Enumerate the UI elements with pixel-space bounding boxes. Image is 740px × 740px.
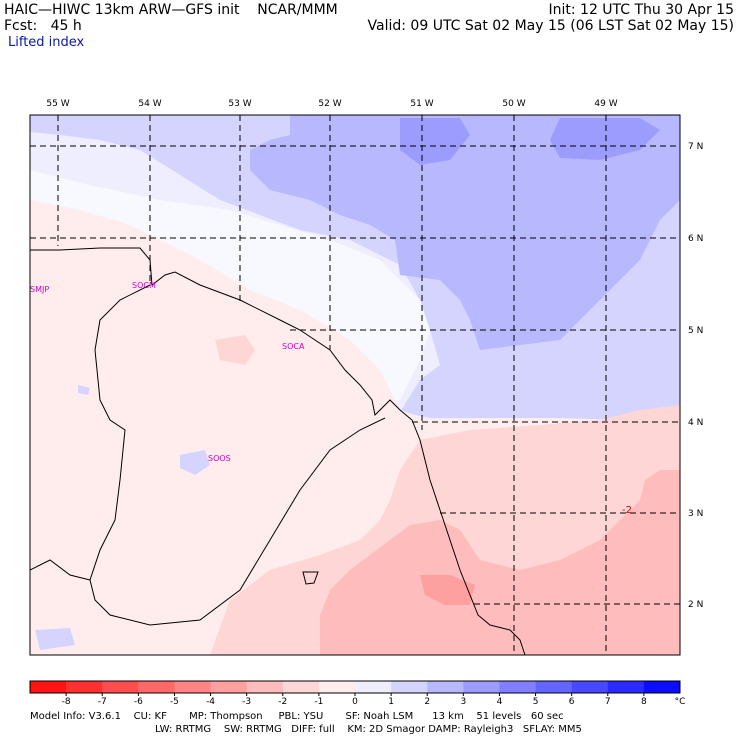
colorbar-swatch	[174, 681, 211, 693]
station-label: SOOS	[208, 454, 231, 463]
colorbar-swatch	[246, 681, 284, 693]
colorbar-tick-label: 0	[352, 697, 358, 707]
lon-label: 51 W	[410, 99, 433, 109]
field-island-2	[180, 450, 210, 475]
field-island-3	[78, 385, 90, 395]
station-label: SOCA	[282, 342, 305, 351]
lat-label: 2 N	[688, 600, 703, 610]
colorbar-tick-label: 5	[533, 697, 539, 707]
contour-island-1	[302, 571, 319, 585]
lat-label: 7 N	[688, 142, 703, 152]
colorbar-swatch	[499, 681, 536, 693]
colorbar-tick-label: 2	[424, 697, 430, 707]
lon-label: 49 W	[594, 99, 617, 109]
colorbar-tick-label: -1	[314, 697, 323, 707]
colorbar-tick-label: -5	[170, 697, 179, 707]
colorbar-tick-label: 7	[605, 697, 611, 707]
stations: SMJP SOCM SOCA SOOS	[30, 281, 305, 463]
colorbar-swatch	[427, 681, 464, 693]
colorbar-ticks: -8 -7 -6 -5 -4 -3 -2 -1 0 1 2 3 4 5 6 7 8	[62, 693, 647, 707]
colorbar-swatch	[643, 681, 681, 693]
map-frame	[29, 114, 681, 656]
coast-main	[30, 247, 526, 655]
field-region-blue-inner-east	[550, 118, 660, 160]
field-island-4	[35, 628, 75, 650]
field-island-1	[215, 335, 255, 365]
field-name: Lifted index	[8, 35, 85, 50]
lat-label: 5 N	[688, 326, 703, 336]
model-info-line1: Model Info: V3.6.1 CU: KF MP: Thompson P…	[30, 711, 564, 722]
colorbar-tick-label: 8	[641, 697, 647, 707]
colorbar-swatch	[138, 681, 175, 693]
lat-label: 3 N	[688, 509, 703, 519]
header-title: HAIC—HIWC 13km ARW—GFS init NCAR/MMM	[4, 2, 338, 18]
colorbar-tick-label: -7	[98, 697, 107, 707]
colorbar-tick-label: -8	[62, 697, 71, 707]
field-region-red-minus3	[420, 575, 475, 605]
model-info-line2: LW: RRTMG SW: RRTMG DIFF: full KM: 2D Sm…	[155, 724, 582, 735]
lon-label: 54 W	[138, 99, 161, 109]
lon-label: 53 W	[228, 99, 251, 109]
lat-labels: 7 N 6 N 5 N 4 N 3 N 2 N	[688, 142, 703, 610]
colorbar-tick-label: 6	[569, 697, 575, 707]
contour-label: -2	[622, 505, 632, 516]
lifted-index-field	[30, 115, 680, 655]
colorbar-swatch	[535, 681, 572, 693]
colorbar-tick-label: -4	[206, 697, 215, 707]
field-region-blue-north	[250, 115, 680, 350]
border-south-west	[30, 559, 91, 581]
colorbar	[29, 680, 681, 694]
colorbar-swatch	[463, 681, 500, 693]
colorbar-tick-label: -6	[134, 697, 143, 707]
colorbar-swatch	[318, 681, 356, 693]
colorbar-swatch	[210, 681, 247, 693]
colorbar-swatch	[355, 681, 392, 693]
lat-label: 4 N	[688, 418, 703, 428]
colorbar-tick-label: -2	[278, 697, 287, 707]
lon-label: 52 W	[318, 99, 341, 109]
init-time: Init: 12 UTC Thu 30 Apr 15	[548, 2, 734, 18]
colorbar-unit: °C	[675, 697, 686, 707]
field-region-blue-west	[60, 115, 250, 160]
colorbar-swatch	[66, 681, 103, 693]
field-region-red-minus2	[320, 470, 680, 655]
lat-lon-grid	[30, 115, 680, 655]
colorbar-tick-label: 1	[388, 697, 394, 707]
colorbar-swatch	[391, 681, 428, 693]
colorbar-tick-label: 4	[497, 697, 503, 707]
colorbar-swatch	[102, 681, 139, 693]
station-label: SMJP	[30, 285, 49, 294]
colorbar-swatch	[282, 681, 320, 693]
lon-labels: 55 W 54 W 53 W 52 W 51 W 50 W 49 W	[46, 99, 617, 109]
colorbar-tick-label: 3	[460, 697, 466, 707]
colorbar-swatch	[607, 681, 645, 693]
coastlines	[30, 247, 526, 655]
colorbar-swatch	[30, 681, 67, 693]
field-region-blue-inner	[400, 118, 470, 165]
lon-label: 55 W	[46, 99, 69, 109]
valid-time: Valid: 09 UTC Sat 02 May 15 (06 LST Sat …	[367, 18, 734, 34]
lon-label: 50 W	[502, 99, 525, 109]
colorbar-tick-label: -3	[242, 697, 251, 707]
station-label: SOCM	[132, 281, 156, 290]
lat-label: 6 N	[688, 234, 703, 244]
forecast-hour: Fcst: 45 h	[4, 18, 82, 34]
colorbar-swatch	[571, 681, 609, 693]
